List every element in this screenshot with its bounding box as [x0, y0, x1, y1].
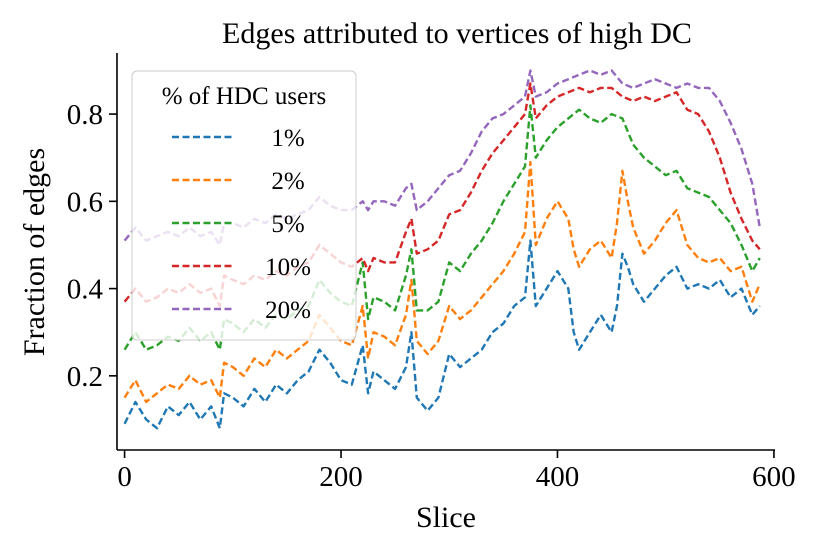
y-tick-label: 0.2 [67, 361, 103, 393]
y-axis-ticks: 0.2 0.4 0.6 0.8 [67, 99, 117, 393]
x-tick-label: 0 [117, 461, 132, 493]
legend-label-2: 2% [271, 168, 304, 195]
legend-frame [131, 70, 357, 341]
legend-label-5: 20% [265, 297, 311, 324]
series-line-2 [123, 160, 761, 404]
legend-label-1: 1% [271, 125, 304, 152]
x-tick-label: 200 [319, 461, 363, 493]
x-tick-label: 400 [536, 461, 580, 493]
x-axis-ticks: 0 200 400 600 [117, 450, 796, 493]
chart-title: Edges attributed to vertices of high DC [222, 17, 692, 50]
legend-label-4: 10% [265, 254, 311, 281]
series-line-4 [123, 82, 761, 308]
legend-items: 1% 2% 5% 10% 20% [172, 125, 311, 324]
series-line-1 [123, 239, 761, 430]
legend-title: % of HDC users [162, 83, 327, 110]
y-tick-label: 0.6 [67, 186, 103, 218]
y-tick-label: 0.4 [67, 274, 104, 306]
x-axis-label: Slice [416, 501, 476, 534]
legend-label-3: 5% [271, 211, 304, 238]
legend: % of HDC users 1% 2% 5% 10% 20% [131, 70, 357, 341]
y-tick-label: 0.8 [67, 99, 103, 131]
x-tick-label: 600 [752, 461, 796, 493]
y-axis-label: Fraction of edges [18, 148, 51, 356]
